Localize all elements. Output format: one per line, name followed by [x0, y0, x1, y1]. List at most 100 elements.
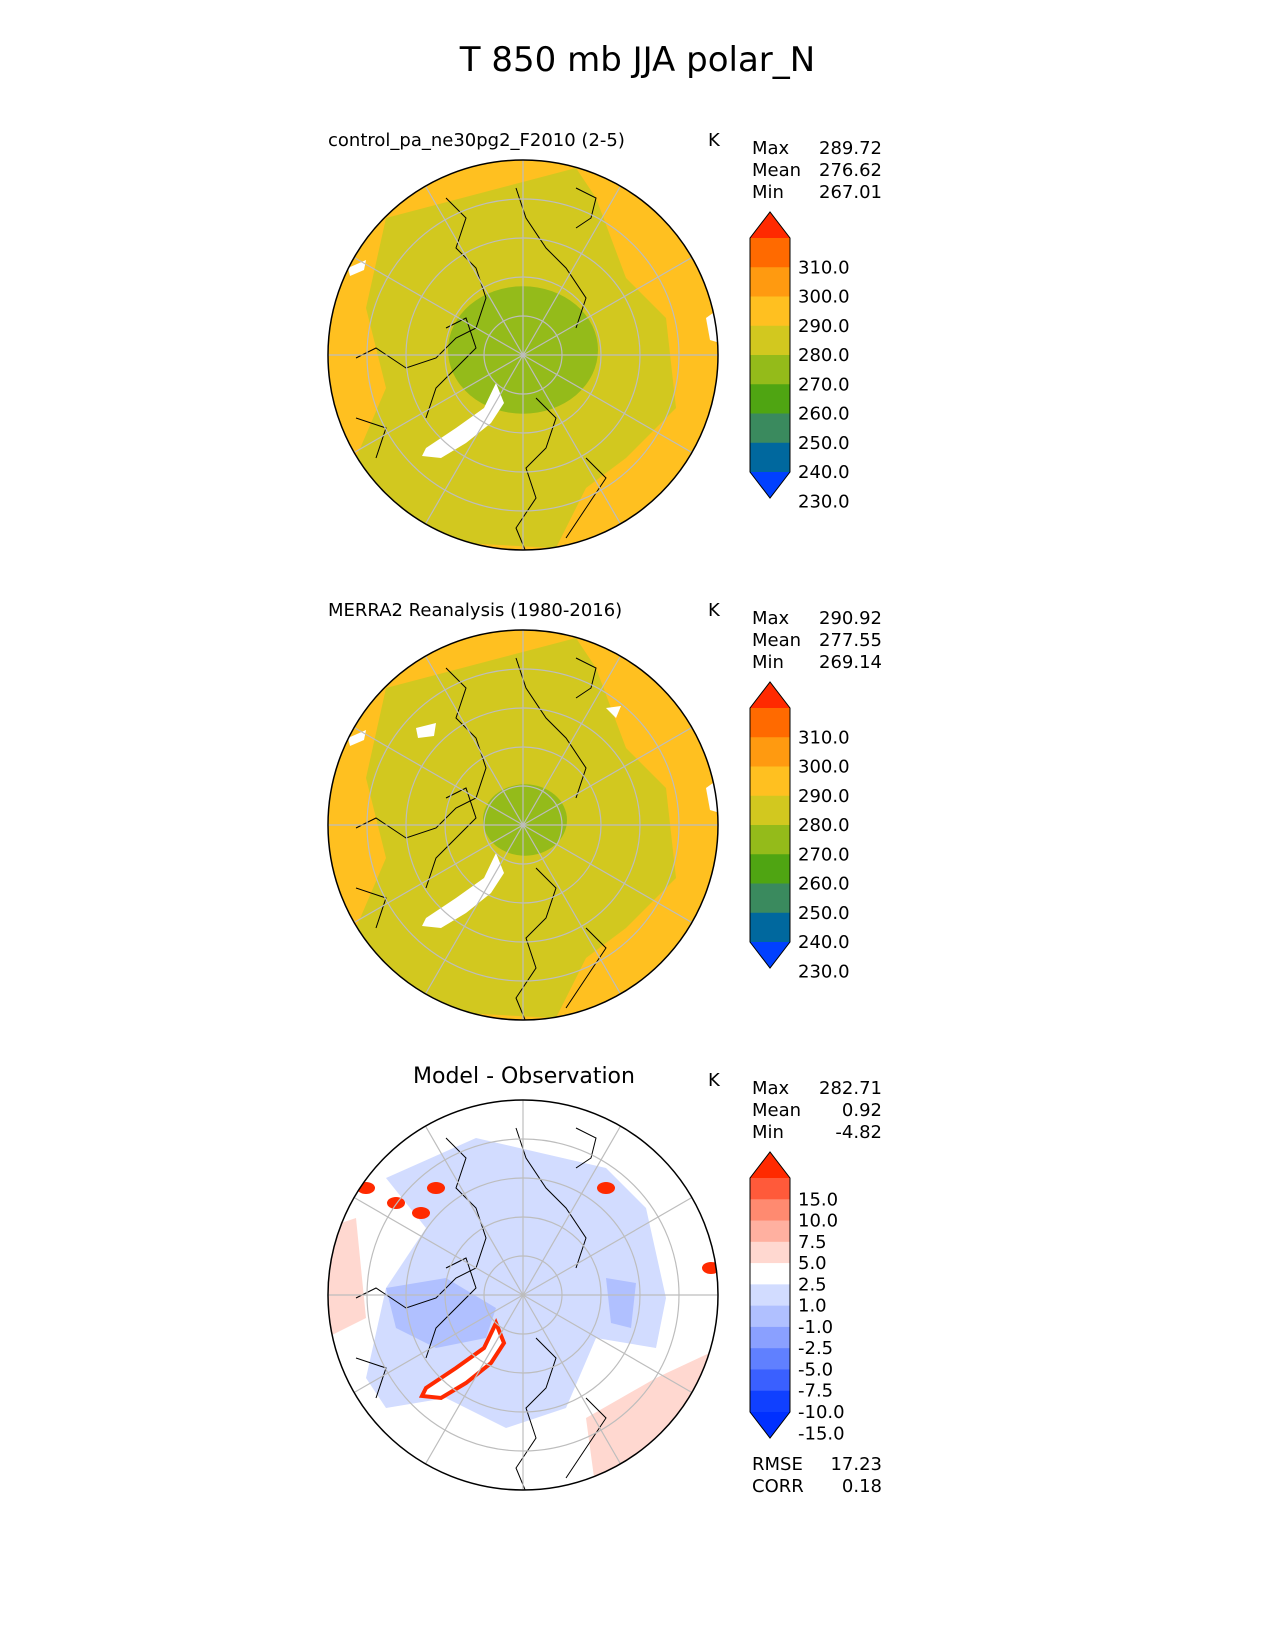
colorbar-bin: [750, 825, 790, 855]
warm-anomaly-spot: [412, 1207, 430, 1219]
colorbar-bin: [750, 1241, 790, 1264]
colorbar-bin: [750, 384, 790, 414]
colorbar-tick-label: -7.5: [798, 1381, 833, 1402]
panel-3-title: Model - Observation: [413, 1064, 635, 1089]
stat-value: 0.92: [841, 1100, 882, 1121]
colorbar-outline: [749, 681, 791, 969]
panel-1-stats: Max 289.72 Mean 276.62 Min 267.01: [752, 138, 882, 204]
colorbar-tick-label: 2.5: [798, 1274, 827, 1295]
colorbar-tick-label: -1.0: [798, 1317, 833, 1338]
stat-value: 0.18: [841, 1476, 882, 1497]
colorbar-top-extension: [750, 212, 790, 238]
colorbar-bin: [750, 1305, 790, 1328]
panel-3-error-stats: RMSE 17.23 CORR 0.18: [752, 1454, 882, 1498]
panel-2-unit: K: [708, 600, 720, 621]
colorbar-bin: [750, 912, 790, 943]
colorbar-bin: [750, 325, 790, 356]
stat-value: 282.71: [819, 1078, 882, 1099]
colorbar-bin: [750, 238, 790, 268]
polar-map-reference: [327, 629, 719, 1021]
panel-1-title: control_pa_ne30pg2_F2010 (2-5): [328, 130, 625, 151]
stat-value: 267.01: [819, 182, 882, 203]
stat-label: Min: [752, 1122, 784, 1143]
stat-value: 17.23: [830, 1454, 882, 1475]
colorbar-bin: [750, 766, 790, 797]
colorbar-bin: [750, 795, 790, 826]
colorbar-bin: [750, 1220, 790, 1243]
colorbar-bin: [750, 355, 790, 385]
colorbar-tick-label: 240.0: [798, 462, 850, 483]
colorbar-tick-label: 230.0: [798, 491, 850, 512]
warm-anomaly-spot: [387, 1197, 405, 1209]
map-boundary: [327, 1099, 719, 1491]
stat-label: CORR: [752, 1476, 804, 1497]
map-boundary: [327, 159, 719, 551]
colorbar-bin: [750, 1178, 790, 1200]
colorbar-bin: [750, 267, 790, 297]
panel-2-title: MERRA2 Reanalysis (1980-2016): [328, 600, 623, 621]
colorbar-tick-label: 260.0: [798, 404, 850, 425]
panel-2-stats: Max 290.92 Mean 277.55 Min 269.14: [752, 608, 882, 674]
warm-anomaly-spot: [597, 1182, 615, 1194]
colorbar-bottom-extension: [750, 942, 790, 968]
colorbar-bin: [750, 1369, 790, 1392]
stat-label: Min: [752, 652, 784, 673]
colorbar-tick-label: 10.0: [798, 1211, 838, 1232]
colorbar-bin: [750, 1199, 790, 1222]
graticule: [328, 1100, 718, 1490]
colorbar-tick-label: 240.0: [798, 932, 850, 953]
colorbar-tick-label: -5.0: [798, 1359, 833, 1380]
colorbar-difference: 15.010.07.55.02.51.0-1.0-2.5-5.0-7.5-10.…: [749, 1151, 845, 1444]
colorbar-tick-label: 5.0: [798, 1253, 827, 1274]
stat-label: Max: [752, 608, 790, 629]
stat-label: Max: [752, 1078, 790, 1099]
colorbar-tick-label: 280.0: [798, 345, 850, 366]
terrain-mask: [348, 730, 366, 746]
stat-label: Mean: [752, 1100, 802, 1121]
colorbar-bin: [750, 1284, 790, 1307]
colorbar-top-extension: [750, 682, 790, 708]
colorbar-tick-label: 7.5: [798, 1232, 827, 1253]
colorbar-tick-label: 250.0: [798, 903, 850, 924]
colorbar-tick-label: -2.5: [798, 1338, 833, 1359]
diff-positive-region: [328, 1218, 366, 1338]
colorbar-bin: [750, 1263, 790, 1285]
colorbar-bin: [750, 1326, 790, 1349]
colorbar-tick-label: -15.0: [798, 1423, 845, 1444]
diff-negative-strong: [606, 1278, 636, 1328]
colorbar-bin: [750, 854, 790, 884]
colorbar-tick-label: 270.0: [798, 844, 850, 865]
colorbar-tick-label: -10.0: [798, 1402, 845, 1423]
colorbar-tick-label: 290.0: [798, 316, 850, 337]
colorbar-bin: [750, 442, 790, 473]
panel-1-unit: K: [708, 130, 720, 151]
colorbar-tick-label: 230.0: [798, 961, 850, 982]
colorbar-tick-label: 310.0: [798, 727, 850, 748]
colorbar-tick-label: 290.0: [798, 786, 850, 807]
colorbar-bin: [750, 413, 790, 444]
colorbar-bin: [750, 883, 790, 914]
colorbar-outline: [749, 1151, 791, 1439]
stat-value: 290.92: [819, 608, 882, 629]
stat-label: Mean: [752, 160, 802, 181]
figure-title: T 850 mb JJA polar_N: [459, 40, 816, 80]
colorbar-bin: [750, 1390, 790, 1413]
stat-value: 277.55: [819, 630, 882, 651]
terrain-mask: [606, 706, 621, 718]
terrain-mask: [348, 260, 366, 276]
map-boundary: [327, 629, 719, 1021]
colorbar-bin: [750, 708, 790, 738]
stat-label: RMSE: [752, 1454, 803, 1475]
graticule: [328, 630, 718, 1020]
colorbar-tick-label: 1.0: [798, 1296, 827, 1317]
field-core: [483, 784, 567, 856]
warm-anomaly-spot: [427, 1182, 445, 1194]
colorbar-tick-label: 310.0: [798, 257, 850, 278]
stat-value: 289.72: [819, 138, 882, 159]
polar-map-test: [327, 159, 719, 551]
stat-value: -4.82: [835, 1122, 882, 1143]
colorbar-bin: [750, 1348, 790, 1370]
panel-3-unit: K: [708, 1070, 720, 1091]
stat-label: Mean: [752, 630, 802, 651]
colorbar-test: 310.0 300.0 290.0 280.0 270.0 260.0 250.0 240.0…: [749, 211, 850, 512]
